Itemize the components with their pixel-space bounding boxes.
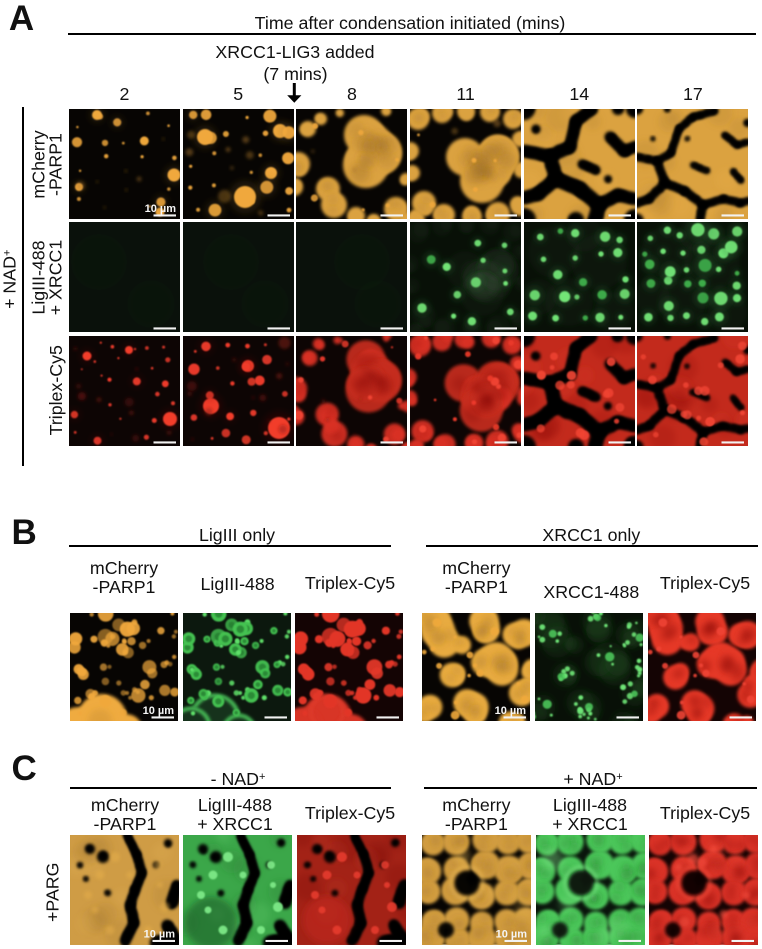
svg-text:10 µm: 10 µm: [143, 705, 175, 717]
svg-text:10 µm: 10 µm: [496, 929, 528, 941]
svg-text:10 µm: 10 µm: [145, 203, 177, 215]
svg-text:10 µm: 10 µm: [143, 929, 175, 941]
svg-text:10 µm: 10 µm: [494, 705, 526, 717]
